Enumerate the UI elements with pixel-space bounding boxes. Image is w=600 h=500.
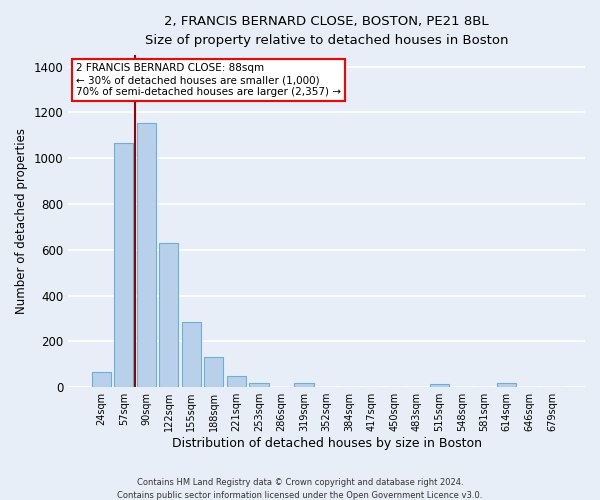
Bar [250, 382, 269, 387]
Bar [92, 372, 111, 387]
Y-axis label: Number of detached properties: Number of detached properties [15, 128, 28, 314]
Title: 2, FRANCIS BERNARD CLOSE, BOSTON, PE21 8BL
Size of property relative to detached: 2, FRANCIS BERNARD CLOSE, BOSTON, PE21 8… [145, 15, 508, 47]
Text: 2 FRANCIS BERNARD CLOSE: 88sqm
← 30% of detached houses are smaller (1,000)
70% : 2 FRANCIS BERNARD CLOSE: 88sqm ← 30% of … [76, 64, 341, 96]
Bar [227, 376, 246, 387]
Bar [114, 144, 133, 387]
X-axis label: Distribution of detached houses by size in Boston: Distribution of detached houses by size … [172, 437, 482, 450]
Bar [497, 382, 517, 387]
Bar [430, 384, 449, 387]
Bar [159, 243, 178, 387]
Bar [205, 358, 223, 387]
Bar [137, 122, 156, 387]
Bar [295, 382, 314, 387]
Bar [182, 322, 201, 387]
Text: Contains HM Land Registry data © Crown copyright and database right 2024.
Contai: Contains HM Land Registry data © Crown c… [118, 478, 482, 500]
